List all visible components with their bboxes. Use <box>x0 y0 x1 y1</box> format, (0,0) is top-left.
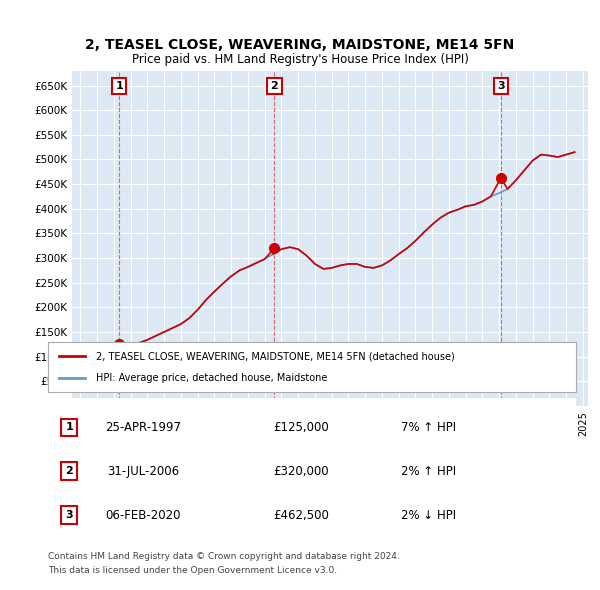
Text: HPI: Average price, detached house, Maidstone: HPI: Average price, detached house, Maid… <box>95 373 327 384</box>
Text: 2% ↓ HPI: 2% ↓ HPI <box>401 509 456 522</box>
Text: 31-JUL-2006: 31-JUL-2006 <box>107 465 179 478</box>
Text: 06-FEB-2020: 06-FEB-2020 <box>105 509 181 522</box>
Text: 1: 1 <box>65 422 73 432</box>
Text: This data is licensed under the Open Government Licence v3.0.: This data is licensed under the Open Gov… <box>48 566 337 575</box>
Text: 2% ↑ HPI: 2% ↑ HPI <box>401 465 456 478</box>
Text: 2, TEASEL CLOSE, WEAVERING, MAIDSTONE, ME14 5FN: 2, TEASEL CLOSE, WEAVERING, MAIDSTONE, M… <box>85 38 515 53</box>
Text: 2: 2 <box>271 81 278 91</box>
Text: 25-APR-1997: 25-APR-1997 <box>105 421 181 434</box>
Text: £320,000: £320,000 <box>274 465 329 478</box>
Text: 2: 2 <box>65 466 73 476</box>
Text: 1: 1 <box>115 81 123 91</box>
Text: £125,000: £125,000 <box>274 421 329 434</box>
Text: Contains HM Land Registry data © Crown copyright and database right 2024.: Contains HM Land Registry data © Crown c… <box>48 552 400 560</box>
Text: Price paid vs. HM Land Registry's House Price Index (HPI): Price paid vs. HM Land Registry's House … <box>131 53 469 66</box>
Text: 7% ↑ HPI: 7% ↑ HPI <box>401 421 456 434</box>
Text: £462,500: £462,500 <box>274 509 329 522</box>
Text: 3: 3 <box>497 81 505 91</box>
Text: 2, TEASEL CLOSE, WEAVERING, MAIDSTONE, ME14 5FN (detached house): 2, TEASEL CLOSE, WEAVERING, MAIDSTONE, M… <box>95 351 454 361</box>
Text: 3: 3 <box>65 510 73 520</box>
